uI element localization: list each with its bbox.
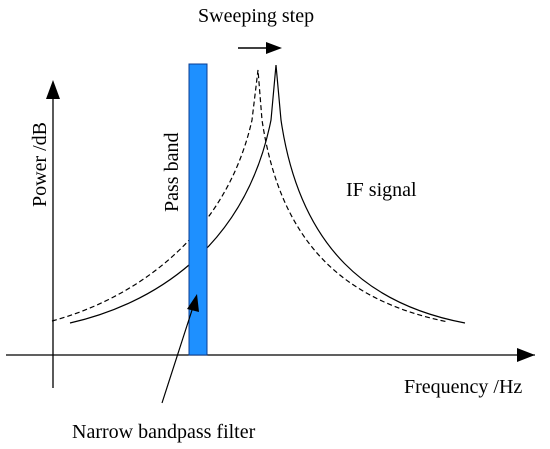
filter-pointer-arrowhead xyxy=(187,294,199,312)
sweeping-step-arrowhead xyxy=(266,42,282,54)
pass-band-label: Pass band xyxy=(161,133,183,212)
power-axis-label: Power /dB xyxy=(29,122,51,207)
if-signal-previous-curve xyxy=(51,69,449,323)
y-axis-arrowhead xyxy=(46,80,60,99)
filter-pointer-line xyxy=(161,306,194,404)
pass-band-rect xyxy=(188,63,208,356)
frequency-axis-label: Frequency /Hz xyxy=(404,376,522,398)
x-axis-arrowhead xyxy=(517,348,535,362)
if-signal-label: IF signal xyxy=(346,179,417,201)
if-signal-curve xyxy=(69,64,466,324)
filter-label: Narrow bandpass filter xyxy=(72,421,256,443)
sweeping-step-label: Sweeping step xyxy=(198,5,314,27)
